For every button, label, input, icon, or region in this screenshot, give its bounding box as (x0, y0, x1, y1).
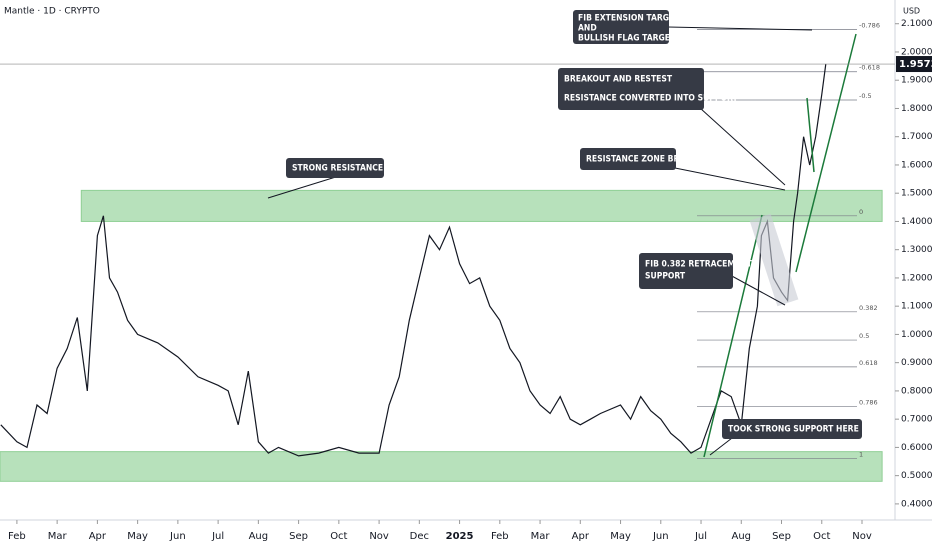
y-tick-label: 0.6000 (901, 443, 932, 453)
x-tick-label: Jul (211, 531, 224, 542)
annotation: BULLISH FLAG TARGET (578, 34, 676, 44)
y-tick-label: 1.6000 (901, 160, 932, 170)
last-price-box (896, 56, 932, 73)
x-tick-label: Mar (48, 531, 68, 542)
fib-label: 0 (859, 208, 863, 216)
y-tick-label: 1.1000 (901, 302, 932, 312)
x-tick-label: Aug (249, 531, 269, 542)
y-tick-label: 1.8000 (901, 104, 932, 114)
x-tick-label: Mar (531, 531, 551, 542)
annotation-box (558, 68, 704, 110)
x-tick-label: 2025 (446, 531, 474, 542)
annotation-box (722, 419, 862, 439)
flag-box (749, 213, 799, 307)
y-tick-label: 1.9000 (901, 76, 932, 86)
x-tick-label: Aug (732, 531, 752, 542)
annotation-box (639, 253, 733, 289)
fib-label: -0.5 (859, 92, 872, 100)
fib-label: 0.618 (859, 359, 878, 367)
fib-lines: -0.786 -0.618 -0.5 0 0.382 0.5 0.618 0.786 1 (697, 21, 880, 460)
y-tick-label: 0.7000 (901, 415, 932, 425)
x-tick-label: Feb (8, 531, 26, 542)
y-tick-label: 2.0000 (901, 47, 932, 57)
x-tick-label: Oct (813, 531, 830, 542)
annotation-box (573, 10, 669, 44)
annotation: FIB 0.382 RETRACEMENT (645, 260, 753, 270)
y-tick-label: 0.8000 (901, 386, 932, 396)
annotation: STRONG RESISTANCE ZONE (292, 164, 409, 174)
fib-label: 0.786 (859, 398, 878, 406)
x-tick-label: Feb (491, 531, 509, 542)
annotation-box (286, 158, 384, 178)
annotations: FIB EXTENSION TARGET AND BULLISH FLAG TA… (286, 10, 862, 439)
y-tick-label: 1.2000 (901, 273, 932, 283)
x-tick-label: Sep (289, 531, 308, 542)
currency: USD (903, 7, 920, 16)
x-tick-label: Sep (772, 531, 791, 542)
annotation: AND (578, 24, 597, 34)
x-tick-label: Jul (694, 531, 707, 542)
y-tick-label: 0.9000 (901, 358, 932, 368)
trend-line (795, 33, 857, 273)
annotation: SUPPORT (645, 272, 686, 282)
annotation: BREAKOUT AND RESTEST (564, 75, 673, 85)
price-line (0, 63, 827, 457)
y-tick-label: 2.1000 (901, 19, 932, 29)
x-tick-label: Jun (652, 531, 669, 542)
x-tick-label: Nov (369, 531, 389, 542)
x-tick-label: Jun (169, 531, 186, 542)
y-tick-label: 1.0000 (901, 330, 932, 340)
y-tick-label: 1.5000 (901, 189, 932, 199)
x-tick-label: Dec (410, 531, 429, 542)
fib-label: 0.382 (859, 304, 878, 312)
last-price-label: 1.9573 (899, 59, 932, 70)
fib-label: 0.5 (859, 332, 869, 340)
plot (0, 63, 827, 457)
x-tick-label: May (610, 531, 631, 542)
zones (0, 189, 883, 482)
x-tick-label: Nov (852, 531, 872, 542)
symbol-title: Mantle · 1D · CRYPTO (4, 7, 100, 17)
x-tick-label: Oct (330, 531, 347, 542)
y-tick-label: 1.7000 (901, 132, 932, 142)
fib-label: 1 (859, 451, 863, 459)
x-tick-label: May (127, 531, 148, 542)
zone (0, 451, 883, 482)
x-tick-label: Apr (572, 531, 590, 542)
y-tick-label: 1.3000 (901, 245, 932, 255)
annotation: TOOK STRONG SUPPORT HERE (728, 425, 859, 435)
y-tick-label: 0.4000 (901, 499, 932, 509)
zone (80, 189, 883, 222)
y-tick-label: 0.5000 (901, 471, 932, 481)
trend-line (703, 214, 763, 458)
fib-label: -0.786 (859, 21, 880, 29)
annotation-box (580, 148, 676, 170)
annotation: RESISTANCE ZONE BROKE (586, 155, 697, 165)
annotation: FIB EXTENSION TARGET (578, 14, 680, 24)
annotation: RESISTANCE CONVERTED INTO SUPPORT (564, 94, 739, 104)
y-tick-label: 1.4000 (901, 217, 932, 227)
x-tick-label: Apr (89, 531, 107, 542)
trend-line (806, 97, 815, 173)
fib-label: -0.618 (859, 64, 880, 72)
